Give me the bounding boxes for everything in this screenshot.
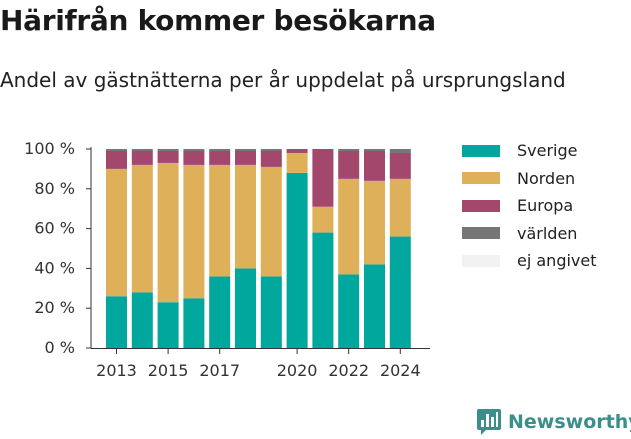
legend-label-varlden: världen — [517, 223, 578, 243]
legend-item-europa: Europa — [462, 192, 597, 220]
bar-segment-norden-2023 — [364, 180, 385, 265]
x-tick-label: 2015 — [148, 361, 189, 380]
x-tick-label: 2017 — [199, 361, 240, 380]
y-tick-label: 80 % — [34, 179, 75, 198]
chart-legend: Sverige Norden Europa världen ej angivet — [462, 137, 597, 275]
bar-segment-sverige-2018 — [235, 268, 256, 348]
y-tick-label: 0 % — [45, 338, 75, 357]
bar-segment-norden-2024 — [389, 178, 411, 237]
legend-swatch-sverige — [462, 144, 500, 157]
bar-segment-europa-2022 — [338, 150, 360, 179]
legend-label-sverige: Sverige — [517, 141, 578, 161]
bar-segment-norden-2021 — [312, 206, 334, 233]
bar-segment-varlden-2013 — [106, 149, 127, 151]
chart-title: Härifrån kommer besökarna — [0, 4, 436, 37]
bar-segment-sverige-2024 — [389, 236, 411, 348]
chart-subtitle: Andel av gästnätterna per år uppdelat på… — [0, 68, 566, 92]
x-tick-label: 2020 — [277, 361, 318, 380]
x-tick-label: 2013 — [96, 361, 137, 380]
x-tick-label: 2022 — [328, 361, 369, 380]
bar-segment-europa-2020 — [286, 149, 308, 153]
bar-segment-norden-2014 — [131, 164, 153, 293]
bar-segment-norden-2018 — [235, 164, 256, 269]
legend-label-ej-angivet: ej angivet — [517, 251, 597, 271]
bar-segment-varlden-2022 — [338, 149, 360, 151]
bar-segment-europa-2019 — [260, 150, 282, 167]
bar-segment-varlden-2019 — [260, 149, 282, 151]
bar-segment-europa-2015 — [157, 150, 179, 163]
y-tick-label: 100 % — [24, 139, 75, 158]
bar-segment-varlden-2016 — [183, 149, 205, 151]
legend-item-ej-angivet: ej angivet — [462, 247, 597, 275]
bar-segment-sverige-2015 — [157, 302, 179, 348]
bar-segment-varlden-2023 — [364, 149, 385, 151]
legend-label-europa: Europa — [517, 196, 574, 216]
bar-segment-norden-2016 — [183, 164, 205, 299]
bar-segment-europa-2017 — [209, 150, 231, 165]
bar-segment-sverige-2021 — [312, 232, 334, 348]
legend-item-sverige: Sverige — [462, 137, 597, 165]
newsworthy-logo: Newsworthy — [476, 408, 631, 436]
y-tick-label: 60 % — [34, 219, 75, 238]
bar-segment-europa-2013 — [106, 150, 127, 169]
bar-segment-norden-2013 — [106, 168, 127, 297]
bar-chart-speech-bubble-icon — [477, 409, 501, 435]
bar-segment-europa-2018 — [235, 150, 256, 165]
legend-swatch-ej-angivet — [462, 254, 500, 267]
bar-segment-sverige-2023 — [364, 264, 385, 348]
bar-segment-norden-2022 — [338, 178, 360, 275]
bar-segment-norden-2015 — [157, 162, 179, 303]
bar-segment-sverige-2016 — [183, 298, 205, 348]
legend-item-norden: Norden — [462, 165, 597, 193]
y-tick-label: 20 % — [34, 298, 75, 317]
x-tick-label: 2024 — [380, 361, 421, 380]
bar-segment-sverige-2019 — [260, 276, 282, 348]
legend-swatch-europa — [462, 199, 500, 212]
bar-segment-norden-2019 — [260, 166, 282, 277]
legend-label-norden: Norden — [517, 168, 576, 188]
y-tick-label: 40 % — [34, 258, 75, 277]
bar-segment-europa-2016 — [183, 150, 205, 165]
bar-segment-sverige-2013 — [106, 296, 127, 348]
bar-segment-varlden-2017 — [209, 149, 231, 151]
legend-swatch-norden — [462, 172, 500, 185]
legend-swatch-varlden — [462, 227, 500, 240]
brand-name: Newsworthy — [508, 411, 631, 433]
bar-segment-sverige-2022 — [338, 274, 360, 348]
bar-segment-varlden-2018 — [235, 149, 256, 151]
bar-segment-varlden-2015 — [157, 149, 179, 151]
bar-segment-europa-2024 — [389, 152, 411, 179]
bar-segment-europa-2023 — [364, 150, 385, 181]
bar-segment-europa-2014 — [131, 150, 153, 165]
bar-segment-varlden-2024 — [389, 149, 411, 153]
bar-segment-varlden-2014 — [131, 149, 153, 151]
bar-segment-sverige-2020 — [286, 172, 308, 348]
bar-segment-norden-2017 — [209, 164, 231, 277]
legend-item-varlden: världen — [462, 220, 597, 248]
bar-segment-norden-2020 — [286, 152, 308, 173]
bar-segment-europa-2021 — [312, 149, 334, 207]
bar-segment-sverige-2014 — [131, 292, 153, 348]
bar-segment-sverige-2017 — [209, 276, 231, 348]
